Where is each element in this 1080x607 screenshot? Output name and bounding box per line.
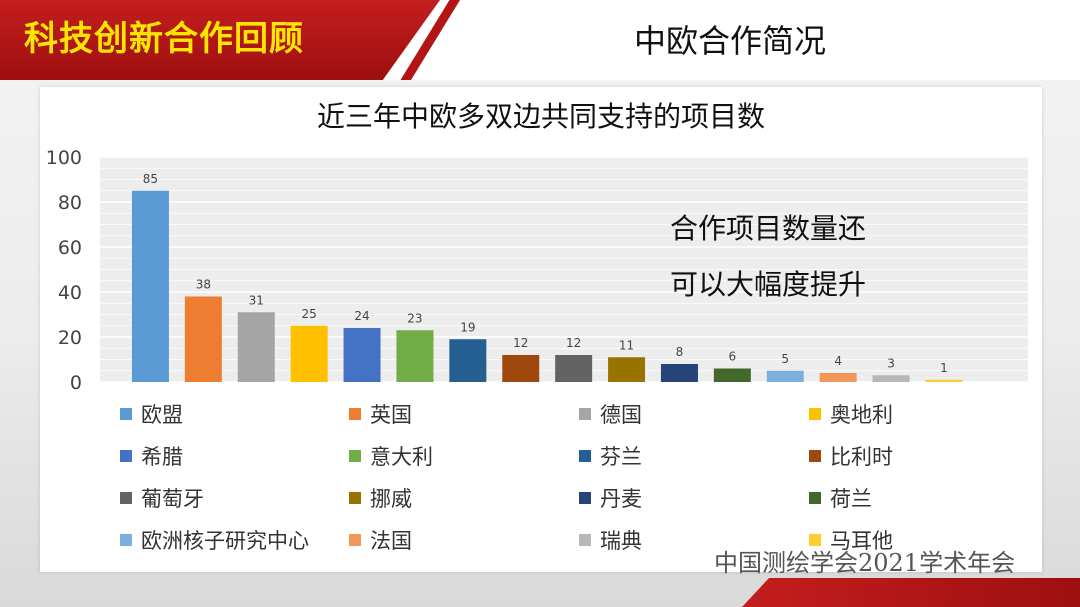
section-title: 科技创新合作回顾 [24, 19, 304, 59]
bar-9 [555, 355, 593, 382]
bar-14 [819, 373, 857, 382]
legend-item-15: 瑞典 [579, 526, 642, 556]
legend-swatch [809, 534, 821, 546]
bar-11 [660, 364, 698, 382]
legend-item-9: 葡萄牙 [120, 484, 204, 514]
chart-title: 近三年中欧多双边共同支持的项目数 [316, 100, 765, 133]
bar-13 [766, 370, 804, 382]
data-label-3: 31 [249, 293, 264, 307]
bar-1 [131, 190, 169, 382]
page-title: 中欧合作简况 [633, 22, 826, 60]
legend-item-3: 德国 [579, 400, 642, 430]
legend-swatch [579, 450, 591, 462]
legend-item-10: 挪威 [349, 484, 412, 514]
data-label-11: 8 [676, 345, 684, 359]
legend-swatch [349, 534, 361, 546]
bar-6 [396, 330, 434, 382]
legend-item-13: 欧洲核子研究中心 [120, 526, 309, 556]
legend-item-4: 奥地利 [809, 400, 893, 430]
legend-swatch [579, 492, 591, 504]
legend-swatch [120, 450, 132, 462]
legend-label: 英国 [370, 403, 412, 427]
legend-label: 挪威 [370, 487, 412, 511]
data-label-5: 24 [354, 309, 369, 323]
data-label-6: 23 [407, 311, 422, 325]
legend-item-7: 芬兰 [579, 442, 642, 472]
watermark-text: 中国测绘学会2021学术年会 [714, 549, 1016, 577]
y-tick-label: 100 [46, 147, 82, 169]
legend-swatch [349, 492, 361, 504]
data-label-1: 85 [143, 172, 158, 186]
legend-label: 德国 [600, 403, 642, 427]
legend-label: 荷兰 [830, 487, 872, 511]
legend-swatch [809, 408, 821, 420]
footer-red-banner [742, 578, 1080, 607]
data-label-9: 12 [566, 336, 581, 350]
legend-item-6: 意大利 [349, 442, 433, 472]
legend-label: 葡萄牙 [141, 487, 204, 511]
data-label-12: 6 [729, 350, 737, 364]
legend-item-16: 马耳他 [809, 526, 893, 556]
legend-label: 芬兰 [600, 445, 642, 469]
y-tick-label: 0 [70, 372, 82, 394]
legend-swatch [579, 408, 591, 420]
legend-item-14: 法国 [349, 526, 412, 556]
legend-label: 意大利 [370, 445, 433, 469]
legend-label: 瑞典 [600, 529, 642, 553]
bar-7 [449, 339, 487, 382]
y-tick-label: 40 [58, 282, 82, 304]
bar-16 [925, 379, 963, 382]
chart-legend: 欧盟 英国 德国 奥地利希腊 意大利 芬兰 比利时葡萄牙 挪威 丹麦 荷兰欧洲核子研究中心 法国 瑞典… [120, 392, 1020, 562]
data-label-7: 19 [460, 320, 475, 334]
legend-label: 欧盟 [141, 403, 183, 427]
legend-swatch [120, 534, 132, 546]
legend-swatch [579, 534, 591, 546]
bar-10 [608, 357, 646, 382]
y-tick-label: 20 [58, 327, 82, 349]
legend-label: 马耳他 [830, 529, 893, 553]
data-label-8: 12 [513, 336, 528, 350]
data-label-2: 38 [196, 278, 211, 292]
legend-item-12: 荷兰 [809, 484, 872, 514]
data-label-16: 1 [940, 361, 948, 375]
legend-item-2: 英国 [349, 400, 412, 430]
bar-8 [502, 355, 540, 382]
legend-swatch [349, 408, 361, 420]
legend-swatch [809, 492, 821, 504]
bar-3 [237, 312, 275, 382]
legend-label: 法国 [370, 529, 412, 553]
legend-swatch [349, 450, 361, 462]
legend-item-11: 丹麦 [579, 484, 642, 514]
bar-4 [290, 325, 328, 382]
bar-12 [713, 368, 751, 382]
header-red-banner [0, 0, 440, 80]
callout-line-1: 合作项目数量还 [670, 212, 867, 245]
legend-label: 希腊 [141, 445, 183, 469]
y-tick-label: 80 [58, 192, 82, 214]
legend-item-1: 欧盟 [120, 400, 183, 430]
legend-swatch [120, 492, 132, 504]
data-label-4: 25 [302, 307, 317, 321]
bar-2 [184, 296, 222, 382]
bar-15 [872, 375, 910, 382]
y-tick-label: 60 [58, 237, 82, 259]
data-label-13: 5 [781, 352, 789, 366]
legend-item-8: 比利时 [809, 442, 893, 472]
data-label-14: 4 [834, 354, 842, 368]
legend-item-5: 希腊 [120, 442, 183, 472]
chart-card: 近三年中欧多双边共同支持的项目数 0 20 40 60 80 100 85 38 31 25 24 2… [40, 87, 1042, 572]
legend-label: 丹麦 [600, 487, 642, 511]
bar-5 [343, 328, 381, 382]
legend-label: 欧洲核子研究中心 [141, 529, 309, 553]
callout-line-2: 可以大幅度提升 [670, 268, 867, 301]
legend-swatch [809, 450, 821, 462]
data-label-10: 11 [619, 338, 634, 352]
legend-swatch [120, 408, 132, 420]
legend-label: 比利时 [830, 445, 893, 469]
data-label-15: 3 [887, 356, 895, 370]
legend-label: 奥地利 [830, 403, 893, 427]
